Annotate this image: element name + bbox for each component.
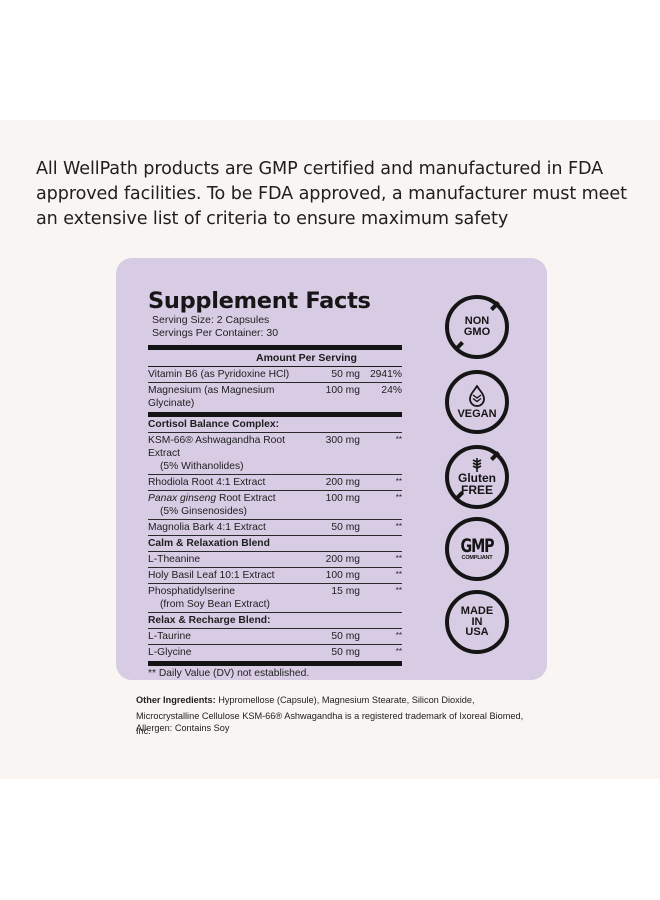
intro-text: All WellPath products are GMP certified … [36,159,627,229]
ingredient-amount: 300 mg [325,435,360,446]
ingredient-row: Phosphatidylserine (from Soy Bean Extract… [148,584,402,613]
badge-text: MADE [460,605,494,618]
ingredient-amount: 200 mg [325,554,360,565]
divider-thick [148,661,402,666]
gmp-compliant-icon: GMP COMPLIANT [445,517,509,581]
ingredient-dv: ** [395,570,402,579]
nutrient-row: Magnesium (as Magnesium Glycinate) 100 m… [148,383,402,411]
ingredient-amount: 100 mg [325,570,360,581]
ingredient-name: L-Glycine [148,647,192,658]
supplement-facts-panel: Supplement Facts Serving Size: 2 Capsule… [148,288,402,681]
other-ingredients-label: Other Ingredients: [136,695,216,705]
slash-mark [490,301,500,311]
vegan-icon: VEGAN [445,370,509,434]
ingredient-dv: ** [395,647,402,656]
ingredient-amount: 15 mg [331,586,360,597]
ingredient-row: L-Glycine 50 mg ** [148,645,402,660]
ingredient-amount: 200 mg [325,477,360,488]
ingredient-dv: ** [395,477,402,486]
ingredient-row: Holy Basil Leaf 10:1 Extract 100 mg ** [148,568,402,584]
ingredient-name: L-Theanine [148,554,201,565]
divider-thick [148,345,402,350]
facts-title: Supplement Facts [148,288,371,314]
badge-text: IN [471,615,483,628]
divider [148,366,402,367]
other-ingredients: Other Ingredients: Hypromellose (Capsule… [136,693,536,740]
vegan-drop-icon [469,384,485,407]
ingredient-row: KSM-66® Ashwagandha Root Extract (5% With… [148,433,402,475]
ingredient-name: Holy Basil Leaf 10:1 Extract [148,570,275,581]
ingredient-amount: 50 mg [331,647,360,658]
servings-per-container: Servings Per Container: 30 [152,327,279,339]
nutrient-dv: 24% [381,385,402,396]
ingredient-amount: 100 mg [325,493,360,504]
ingredient-name: Magnolia Bark 4:1 Extract [148,522,266,533]
blend-header: Relax & Recharge Blend: [148,613,402,629]
other-ingredients-text: Hypromellose (Capsule), Magnesium Steara… [136,695,524,736]
blend-title: Cortisol Balance Complex: [148,419,280,430]
ingredient-row: Panax ginseng Root Extract (5% Ginsenosid… [148,491,402,520]
badge-text: GMP [460,534,495,557]
nutrient-amount: 100 mg [325,385,360,396]
nutrient-name: Vitamin B6 (as Pyridoxine HCl) [148,369,290,380]
ingredient-row: Rhodiola Root 4:1 Extract 200 mg ** [148,475,402,491]
ingredient-dv: ** [395,493,402,502]
ingredient-name: Panax ginseng Root Extract (5% Ginsenosid… [148,493,276,517]
badge-text: FREE [460,483,493,497]
blend-title: Relax & Recharge Blend: [148,615,271,626]
badge-text: NON [464,315,490,327]
ingredient-name: L-Taurine [148,631,191,642]
non-gmo-icon: NON GMO [445,295,509,359]
ingredient-amount: 50 mg [331,522,360,533]
badge-text: USA [465,626,489,639]
ingredient-row: L-Taurine 50 mg ** [148,629,402,645]
ingredient-dv: ** [395,586,402,595]
badge-text: GMO [463,326,491,338]
blend-title: Calm & Relaxation Blend [148,538,270,549]
ingredient-dv: ** [395,554,402,563]
ingredient-amount: 50 mg [331,631,360,642]
nutrient-name: Magnesium (as Magnesium Glycinate) [148,385,275,409]
allergen-notice: Allergen: Contains Soy [136,723,230,733]
badge-text: VEGAN [457,407,497,420]
badge-text: COMPLIANT [461,554,493,561]
slash-mark [454,341,464,351]
dv-footnote: ** Daily Value (DV) not established. [148,668,310,679]
divider-thick [148,412,402,417]
ingredient-name: Rhodiola Root 4:1 Extract [148,477,266,488]
serving-size: Serving Size: 2 Capsules [152,314,270,326]
ingredient-dv: ** [395,631,402,640]
amount-per-serving-header: Amount Per Serving [256,352,357,364]
slash-mark [490,451,500,461]
nutrient-amount: 50 mg [331,369,360,380]
nutrient-row: Vitamin B6 (as Pyridoxine HCl) 50 mg 294… [148,367,402,383]
ingredient-name: KSM-66® Ashwagandha Root Extract (5% With… [148,435,285,472]
ingredient-dv: ** [395,435,402,444]
ingredient-row: L-Theanine 200 mg ** [148,552,402,568]
nutrient-dv: 2941% [369,369,402,380]
blend-header: Calm & Relaxation Blend [148,536,402,552]
made-in-usa-icon: MADE IN USA [445,590,509,654]
blend-header: Cortisol Balance Complex: [148,417,402,433]
badge-text: Gluten [458,471,496,485]
gluten-free-icon: Gluten FREE [445,445,509,509]
ingredient-row: Magnolia Bark 4:1 Extract 50 mg ** [148,520,402,536]
wheat-icon [472,458,482,472]
ingredient-dv: ** [395,522,402,531]
ingredient-name: Phosphatidylserine (from Soy Bean Extract… [148,586,270,610]
